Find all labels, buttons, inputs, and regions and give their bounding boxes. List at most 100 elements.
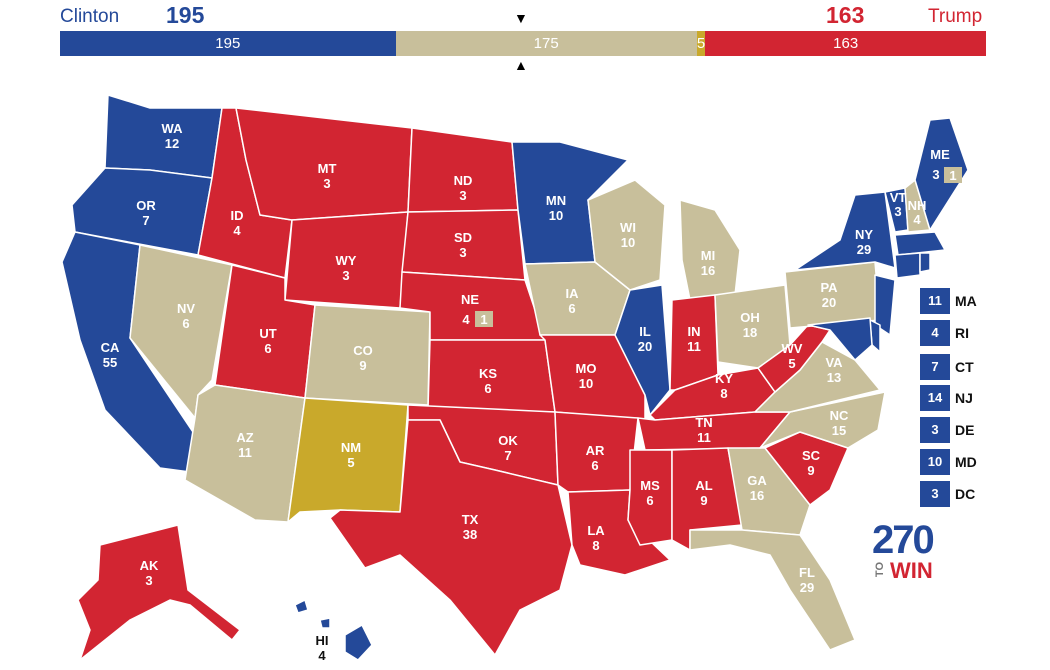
state-label-ky-abbr: KY [715,371,733,386]
bar-segment-dem: 195 [60,31,396,56]
state-label-wy-abbr: WY [336,253,357,268]
state-label-nd-votes: 3 [459,188,466,203]
state-label-ny-votes: 29 [857,242,871,257]
state-label-co-votes: 9 [359,358,366,373]
state-label-ks-votes: 6 [484,381,491,396]
state-ny[interactable] [794,191,896,271]
state-label-az-votes: 11 [238,445,252,460]
state-label-ne-abbr: NE [461,292,479,307]
bar-segment-third: 5 [696,31,706,56]
state-label-ms-votes: 6 [646,493,653,508]
state-me[interactable] [914,117,969,231]
state-fl[interactable] [689,529,856,651]
small-state-abbr: MA [955,293,977,309]
small-state-votes: 3 [920,417,950,443]
state-tx[interactable] [329,419,573,656]
maine-district-box[interactable] [944,167,962,183]
state-label-ar-abbr: AR [586,443,605,458]
state-label-ok-votes: 7 [504,448,511,463]
state-label-wa-abbr: WA [162,121,184,136]
small-state-abbr: DE [955,422,975,438]
state-label-ky-votes: 8 [720,386,727,401]
state-label-oh-votes: 18 [743,325,757,340]
state-wa[interactable] [104,94,223,179]
state-label-ca-votes: 55 [103,355,117,370]
state-label-va-abbr: VA [825,355,843,370]
nebraska-district-box[interactable] [475,311,493,327]
small-state-votes: 4 [920,320,950,346]
state-label-sc-votes: 9 [807,463,814,478]
state-label-ms-abbr: MS [640,478,660,493]
state-label-wv-votes: 5 [788,356,795,371]
state-label-tx-votes: 38 [463,527,477,542]
state-label-nh-abbr: NH [908,198,927,213]
state-label-co-abbr: CO [353,343,373,358]
electoral-vote-bar: 195 175 5 163 [60,31,986,56]
rep-electoral-total: 163 [826,2,865,28]
midpoint-marker-bottom: ▲ [514,57,528,73]
us-electoral-map: WA12OR7CA55NV6ID4MT3WY3UT6AZ11CO9NM5ND3S… [61,94,969,663]
270towin-logo[interactable]: 270 TO WIN [872,518,952,584]
state-label-or-abbr: OR [136,198,156,213]
state-label-ia-abbr: IA [566,286,580,301]
me-district-votes: 1 [949,168,956,183]
small-state-abbr: RI [955,325,969,341]
state-ga[interactable] [727,447,811,536]
state-label-nc-votes: 15 [832,423,846,438]
state-label-il-abbr: IL [639,324,651,339]
state-label-ak-abbr: AK [140,558,159,573]
small-state-votes: 7 [920,354,950,380]
logo-win: WIN [890,558,933,583]
state-label-al-votes: 9 [700,493,707,508]
state-label-me-abbr: ME [930,147,950,162]
state-label-mi-votes: 16 [701,263,715,278]
small-state-votes: 14 [920,385,950,411]
bar-segment-tossup: 175 [395,31,697,56]
state-ri[interactable] [919,252,931,273]
small-state-votes: 10 [920,449,950,475]
small-state-votes: 11 [920,288,950,314]
state-label-az-abbr: AZ [236,430,253,445]
dem-electoral-total: 195 [166,2,205,28]
state-label-fl-votes: 29 [800,580,814,595]
logo-number: 270 [872,518,935,562]
state-label-sc-abbr: SC [802,448,821,463]
state-label-ks-abbr: KS [479,366,497,381]
state-label-oh-abbr: OH [740,310,760,325]
state-label-mt-abbr: MT [318,161,337,176]
state-label-vt-votes: 3 [894,204,901,219]
state-label-ga-abbr: GA [747,473,767,488]
state-wv[interactable] [757,324,831,393]
state-label-al-abbr: AL [695,478,712,493]
state-label-la-abbr: LA [587,523,605,538]
state-label-me-votes: 3 [932,167,939,182]
state-label-wi-votes: 10 [621,235,635,250]
small-state-votes: 3 [920,481,950,507]
state-label-id-votes: 4 [233,223,241,238]
state-ak[interactable] [77,524,241,661]
state-label-ca-abbr: CA [101,340,120,355]
state-label-wy-votes: 3 [342,268,349,283]
state-wi[interactable] [587,179,666,291]
small-state-abbr: MD [955,454,977,470]
small-state-abbr: DC [955,486,976,502]
state-ct[interactable] [894,252,921,279]
state-nj[interactable] [874,274,896,336]
state-label-in-abbr: IN [688,324,701,339]
state-ma[interactable] [894,231,946,256]
state-label-mi-abbr: MI [701,248,715,263]
state-label-sd-votes: 3 [459,245,466,260]
logo-to: TO [874,562,886,578]
state-md[interactable] [807,317,873,361]
state-label-pa-abbr: PA [820,280,838,295]
state-label-ar-votes: 6 [591,458,598,473]
state-label-il-votes: 20 [638,339,652,354]
state-label-ut-abbr: UT [259,326,276,341]
state-label-wa-votes: 12 [165,136,179,151]
state-hi[interactable] [294,599,373,661]
state-label-wi-abbr: WI [620,220,636,235]
state-label-mt-votes: 3 [323,176,330,191]
dem-candidate-name: Clinton [60,6,120,27]
state-label-mn-abbr: MN [546,193,566,208]
rep-candidate-name: Trump [928,6,983,27]
